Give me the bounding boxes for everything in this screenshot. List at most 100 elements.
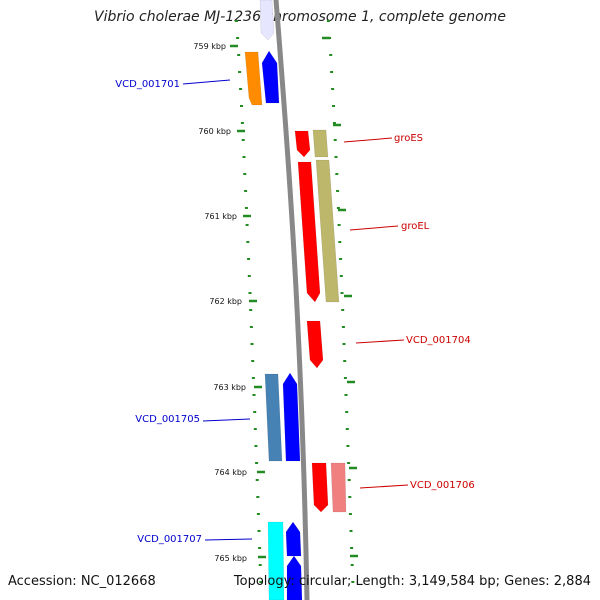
gene-label-left[interactable]: VCD_001707	[137, 534, 202, 545]
gene-label-right[interactable]: VCD_001706	[410, 480, 475, 491]
minor-tick-dot	[240, 122, 244, 124]
gene-feature[interactable]	[294, 130, 311, 158]
minor-tick-dot	[255, 462, 259, 464]
minor-tick-dot	[333, 139, 337, 141]
minor-tick-dot	[336, 190, 340, 192]
minor-tick-dot	[348, 496, 352, 498]
gene-labels: VCD_001701 groES groEL VCD_001704 VCD_00…	[115, 79, 474, 545]
minor-tick-dot	[246, 241, 250, 243]
genome-summary: Topology: circular; Length: 3,149,584 bp…	[233, 574, 591, 589]
minor-tick-dot	[329, 54, 333, 56]
minor-tick-dot	[243, 173, 247, 175]
gene-feature[interactable]	[330, 462, 347, 513]
gene-feature[interactable]	[264, 373, 283, 462]
gene-label-right[interactable]: groES	[394, 133, 423, 144]
minor-tick-dot	[350, 564, 354, 566]
gene-features	[244, 0, 347, 600]
callout-line-right	[355, 339, 405, 344]
minor-tick-dot	[238, 71, 242, 73]
minor-tick-dot	[249, 326, 253, 328]
callout-line-left	[204, 538, 253, 541]
tick-labels: 759 kbp 760 kbp 761 kbp 762 kbp 763 kbp …	[193, 42, 247, 563]
minor-tick-dot	[237, 54, 241, 56]
callout-line-right	[359, 484, 409, 489]
minor-tick-dot	[351, 581, 355, 583]
gene-feature[interactable]	[285, 521, 302, 557]
minor-tick-dot	[337, 224, 341, 226]
minor-tick-dot	[244, 190, 248, 192]
minor-tick-dot	[254, 445, 258, 447]
minor-tick-dot	[326, 20, 330, 22]
minor-tick-dot	[343, 360, 347, 362]
minor-tick-dot	[332, 122, 336, 124]
minor-tick-dot	[259, 581, 263, 583]
chromosome-backbone	[273, 0, 310, 600]
minor-tick-dot	[330, 71, 334, 73]
minor-tick-dots	[234, 20, 355, 583]
minor-tick-dot	[256, 513, 260, 515]
minor-tick-dot	[253, 411, 257, 413]
minor-tick-dot	[345, 411, 349, 413]
gene-feature[interactable]	[315, 159, 340, 303]
gene-label-right[interactable]: VCD_001704	[406, 335, 471, 346]
gene-label-left[interactable]: VCD_001705	[135, 414, 200, 425]
minor-tick-dot	[247, 275, 251, 277]
gene-feature[interactable]	[312, 129, 329, 158]
gene-feature[interactable]	[282, 372, 301, 462]
minor-tick-dot	[248, 292, 252, 294]
minor-tick-dot	[249, 309, 253, 311]
minor-tick-dot	[350, 547, 354, 549]
minor-tick-dot	[339, 275, 343, 277]
minor-tick-dot	[347, 479, 351, 481]
minor-tick-dot	[257, 530, 261, 532]
minor-tick-dot	[342, 343, 346, 345]
gene-feature[interactable]	[259, 0, 275, 41]
gene-label-right[interactable]: groEL	[401, 221, 430, 232]
minor-tick-dot	[349, 530, 353, 532]
minor-tick-dot	[236, 37, 240, 39]
minor-tick-dot	[250, 343, 254, 345]
minor-tick-dot	[251, 360, 255, 362]
minor-tick-dot	[344, 394, 348, 396]
minor-tick-dot	[239, 88, 243, 90]
callout-line-left	[202, 418, 251, 422]
minor-tick-dot	[244, 207, 248, 209]
major-ticks	[230, 36, 358, 559]
minor-tick-dot	[335, 173, 339, 175]
gene-feature[interactable]	[244, 51, 263, 106]
gene-feature[interactable]	[267, 521, 285, 600]
minor-tick-dot	[348, 513, 352, 515]
minor-tick-dot	[338, 241, 342, 243]
minor-tick-dot	[256, 496, 260, 498]
gene-label-left[interactable]: VCD_001701	[115, 79, 180, 90]
tick-label: 759 kbp	[193, 42, 226, 51]
minor-tick-dot	[245, 224, 249, 226]
tick-label: 765 kbp	[214, 554, 247, 563]
minor-tick-dot	[339, 258, 343, 260]
minor-tick-dot	[258, 564, 262, 566]
minor-tick-dot	[242, 156, 246, 158]
minor-tick-dot	[341, 326, 345, 328]
gene-feature[interactable]	[306, 320, 324, 369]
minor-tick-dot	[332, 105, 335, 107]
gene-feature[interactable]	[311, 462, 329, 513]
minor-tick-dot	[334, 156, 338, 158]
minor-tick-dot	[253, 428, 257, 430]
minor-tick-dot	[336, 207, 340, 209]
gene-feature[interactable]	[261, 50, 280, 104]
minor-tick-dot	[331, 88, 335, 90]
tick-label: 761 kbp	[204, 212, 237, 221]
tick-label: 760 kbp	[198, 127, 231, 136]
minor-tick-dot	[347, 462, 351, 464]
accession-text: Accession: NC_012668	[8, 574, 156, 589]
minor-tick-dot	[251, 377, 255, 379]
minor-tick-dot	[241, 139, 245, 141]
gene-feature[interactable]	[286, 555, 303, 600]
minor-tick-dot	[340, 292, 344, 294]
gene-feature[interactable]	[297, 161, 321, 303]
minor-tick-dot	[247, 258, 251, 260]
minor-tick-dot	[346, 445, 350, 447]
gene-callouts	[182, 79, 409, 541]
